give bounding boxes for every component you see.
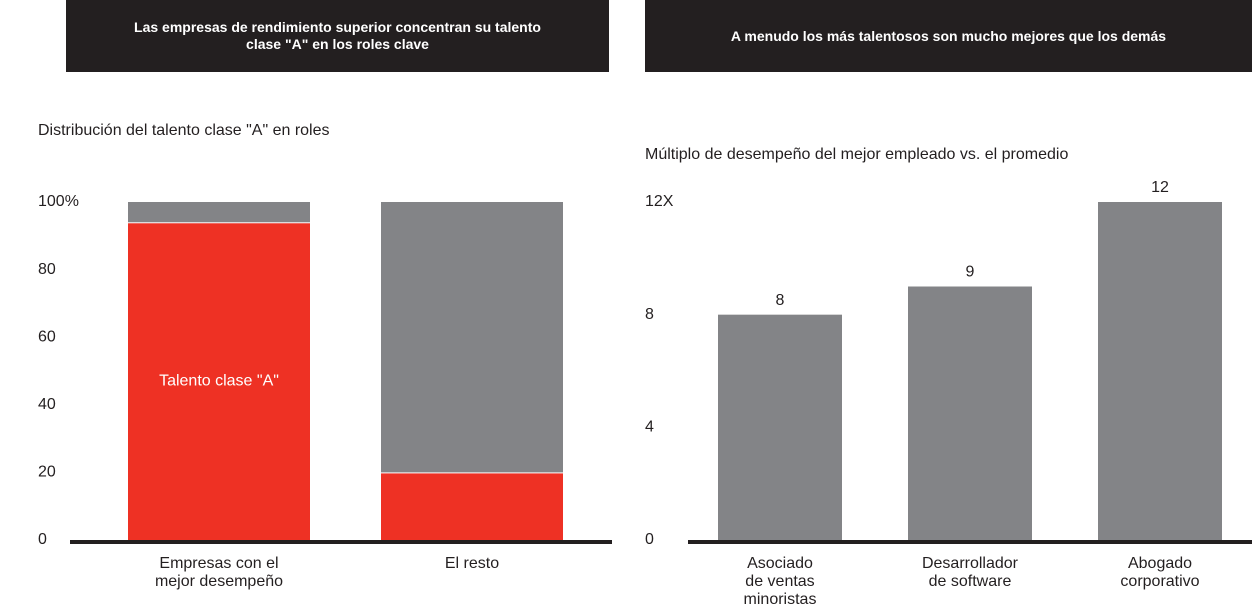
x-tick-label-line: minoristas (744, 591, 817, 608)
bar-segment (128, 202, 310, 223)
x-tick-label: Asociado de ventas minoristas (744, 555, 817, 608)
bar-segment (381, 473, 563, 540)
header-title: A menudo los más talentosos son mucho me… (730, 27, 1167, 44)
y-tick-label: 8 (645, 306, 654, 323)
x-tick-label: Abogado corporativo (1120, 555, 1199, 590)
y-tick-label: 40 (38, 396, 56, 413)
value-label: 9 (966, 264, 975, 281)
value-label: 8 (776, 292, 785, 309)
y-tick-label: 0 (38, 531, 47, 548)
x-tick-label-line: de ventas (745, 573, 814, 590)
bar-segment (128, 223, 310, 540)
bar (718, 314, 842, 540)
header: A menudo los más talentosos son mucho me… (645, 0, 1252, 72)
subtitle: Distribución del talento clase "A" en ro… (38, 122, 330, 139)
subtitle: Múltiplo de desempeño del mejor empleado… (645, 146, 1068, 163)
bar (908, 286, 1032, 540)
x-tick-label: El resto (445, 555, 499, 572)
x-tick-label-line: El resto (445, 555, 499, 572)
y-tick-label: 20 (38, 464, 56, 481)
header: Las empresas de rendimiento superior con… (66, 0, 609, 72)
y-tick-label: 12X (645, 193, 674, 210)
y-tick-label: 0 (645, 531, 654, 548)
x-tick-label-line: Abogado (1128, 555, 1192, 572)
bar-segment (381, 202, 563, 473)
x-tick-label-line: Asociado (747, 555, 813, 572)
x-tick-label: Desarrollador de software (922, 555, 1019, 590)
y-tick-label: 60 (38, 328, 56, 345)
x-tick-label: Empresas con el mejor desempeño (155, 555, 283, 590)
x-tick-label-line: Desarrollador (922, 555, 1019, 572)
bar (1098, 202, 1222, 540)
y-tick-label: 4 (645, 419, 654, 436)
x-tick-label-line: corporativo (1120, 573, 1199, 590)
x-tick-label-line: mejor desempeño (155, 573, 283, 590)
x-tick-label-line: de software (929, 573, 1012, 590)
x-tick-label-line: Empresas con el (159, 555, 278, 572)
series-label: Talento clase "A" (159, 372, 279, 389)
value-label: 12 (1151, 179, 1169, 196)
header-title: Las empresas de rendimiento superior con… (134, 19, 541, 52)
y-tick-label: 100% (38, 193, 79, 210)
y-tick-label: 80 (38, 261, 56, 278)
